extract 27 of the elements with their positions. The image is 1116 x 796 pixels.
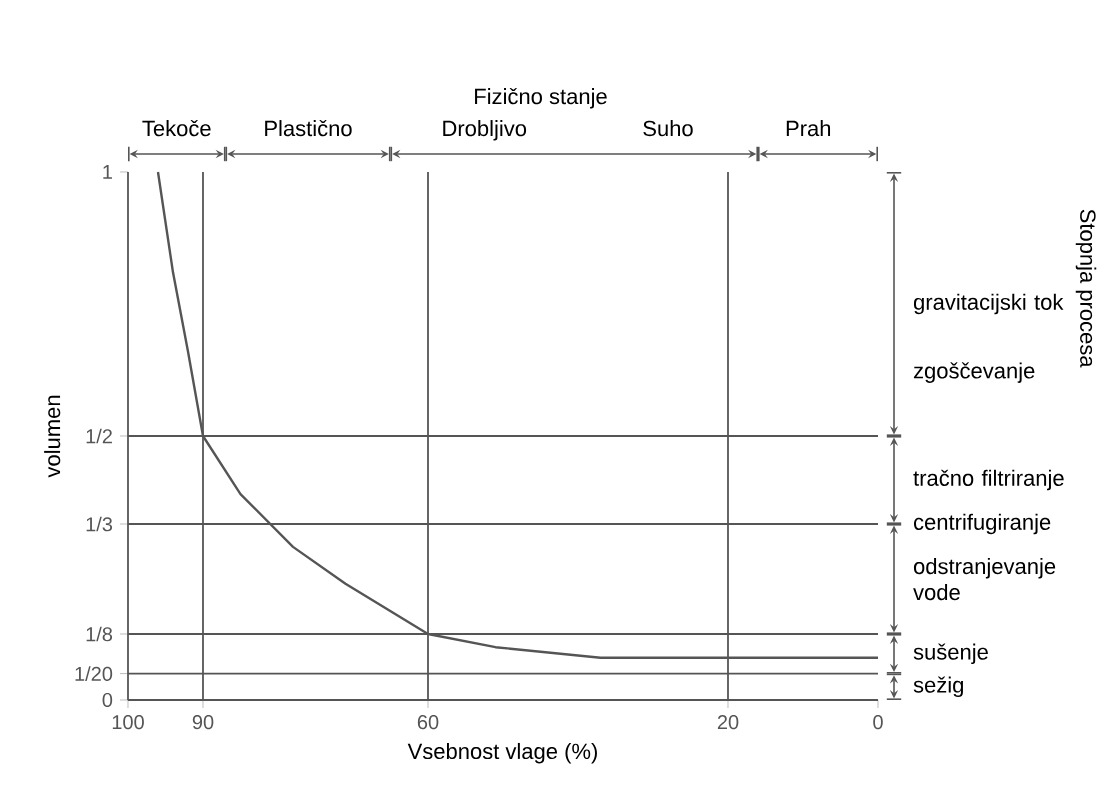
x-tick-label: 20 [717,715,739,730]
text: Tekoče [142,119,211,137]
text: sežig [913,676,963,698]
text: sušenje [913,643,988,665]
x-tick-label: 60 [417,715,439,730]
y-tick-label: 1/2 [86,428,112,444]
text: tračno filtriranje [913,469,1064,491]
y-tick-label: 1/3 [86,516,113,532]
text: Drobljivo [443,120,527,141]
text: gravitacijski tok [913,293,1064,315]
text: odstranjevanje vode [913,558,1056,601]
text: Prah [786,120,831,137]
text: Suho [643,120,693,137]
text: zgoščevanje [913,362,1035,383]
text: centrifugiranje [914,513,1051,535]
y-tick-label: 1/20 [75,666,113,681]
y-axis-title: volumen [44,395,61,478]
y-tick-label: 0 [102,692,113,708]
text: Stopnja procesa [1075,209,1097,368]
text: Plastično [265,119,352,137]
x-tick-label: 90 [192,715,214,730]
x-tick-label: 0 [873,715,883,730]
chart-title: Fizično stanje [475,87,607,109]
y-tick-label: 1/8 [86,626,113,642]
x-tick-label: 100 [112,715,144,730]
x-axis-title: Vsebnost vlage (%) [407,742,597,764]
y-tick-label: 1 [103,165,112,179]
